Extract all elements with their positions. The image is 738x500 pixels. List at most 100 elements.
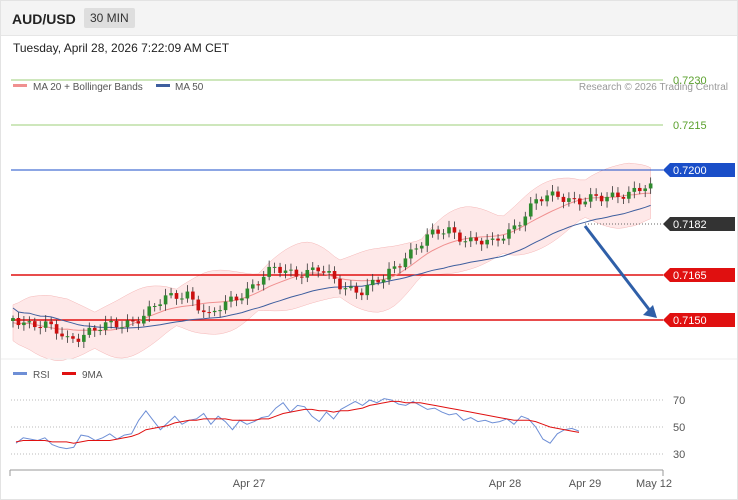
last-price-tag: 0.7182 — [663, 217, 735, 231]
rsi-pane: 70 50 30 — [11, 395, 685, 461]
candle-body — [610, 192, 615, 197]
candle — [22, 316, 26, 331]
candle-body — [125, 320, 130, 328]
candle — [518, 221, 522, 231]
candle-body — [512, 225, 517, 230]
candle-body — [349, 286, 353, 289]
candle — [425, 228, 429, 253]
candle — [11, 315, 15, 328]
candle — [229, 290, 233, 308]
candle-body — [545, 195, 549, 202]
candle-body — [142, 315, 146, 324]
candle — [310, 262, 315, 276]
candle — [365, 278, 370, 300]
candle — [376, 276, 380, 286]
candle-body — [534, 199, 538, 204]
candle-body — [616, 192, 620, 197]
candle-body — [305, 269, 310, 278]
candle-body — [278, 266, 282, 273]
candle-body — [425, 234, 429, 246]
candle-body — [147, 306, 152, 316]
candle-body — [567, 198, 571, 202]
candle-body — [360, 292, 364, 296]
candle — [583, 197, 588, 207]
price-pane: 0.7230 0.7215 0.7200 0.7182 0.7165 0.7150 — [11, 75, 735, 361]
candle-body — [469, 237, 473, 242]
candle — [98, 324, 102, 336]
candle — [54, 319, 59, 340]
x-tick-label: Apr 29 — [569, 478, 601, 490]
x-tick-label: Apr 27 — [233, 478, 265, 490]
rsi-legend: RSI 9MA — [13, 370, 103, 381]
support-price-tag-label: 0.7165 — [673, 270, 707, 282]
candle — [103, 315, 108, 336]
candle — [539, 196, 544, 206]
resistance-price-tag: 0.7200 — [663, 163, 735, 177]
candle — [43, 315, 48, 332]
symbol-label: AUD/USD — [12, 11, 76, 27]
candle-body — [33, 321, 37, 328]
candle — [534, 193, 538, 210]
x-tick-label: May 12 — [636, 478, 672, 490]
candle — [109, 316, 113, 329]
chart-header: AUD/USD 30 MIN — [1, 1, 737, 36]
rsi-tick-label: 30 — [673, 449, 685, 461]
candle — [82, 328, 86, 349]
candle — [289, 263, 293, 277]
candle — [414, 243, 419, 255]
candle-body — [621, 196, 626, 199]
candle-body — [414, 248, 419, 250]
candle — [261, 270, 266, 291]
candle-body — [332, 271, 337, 279]
candle — [556, 186, 560, 200]
candle-body — [245, 288, 250, 299]
candle-body — [539, 199, 544, 202]
candle — [27, 316, 32, 329]
x-axis: Apr 27 Apr 28 Apr 29 May 12 — [9, 469, 672, 490]
candle-body — [403, 258, 408, 268]
candle — [65, 330, 70, 343]
candle-body — [207, 312, 211, 314]
candle — [163, 288, 168, 311]
candle-body — [152, 305, 157, 307]
candle-body — [114, 320, 119, 328]
candle — [561, 193, 566, 209]
candle-body — [599, 195, 604, 202]
candle-body — [632, 187, 637, 192]
candle — [523, 211, 528, 232]
candle — [458, 229, 462, 246]
forecast-arrow-head — [643, 305, 657, 318]
candle-body — [180, 298, 184, 300]
candle — [38, 321, 43, 335]
candle-body — [261, 276, 266, 285]
support-price-tag: 0.7165 — [663, 268, 735, 282]
support-price-tag: 0.7150 — [663, 313, 735, 327]
rsi-ma-legend-label: 9MA — [82, 370, 103, 381]
candle-body — [136, 321, 141, 324]
candle — [572, 191, 577, 204]
candle-body — [131, 320, 135, 322]
timeframe-button[interactable]: 30 MIN — [84, 8, 135, 28]
candle-body — [441, 233, 446, 235]
candle-body — [22, 322, 26, 326]
candle-body — [381, 279, 386, 283]
candle — [479, 237, 484, 251]
candle — [201, 304, 206, 319]
candle — [648, 177, 653, 194]
candle-body — [294, 269, 299, 277]
candle — [87, 322, 92, 338]
candle-body — [16, 318, 21, 326]
candle-body — [92, 327, 97, 331]
candle — [196, 295, 201, 314]
candle-body — [430, 229, 435, 235]
candle-body — [398, 266, 402, 268]
candle — [621, 194, 626, 204]
candle-body — [343, 288, 348, 290]
candle-body — [174, 293, 179, 299]
candle — [370, 273, 375, 292]
candle-body — [409, 249, 413, 259]
candle — [60, 327, 64, 340]
ma50-line — [12, 204, 651, 329]
ma20-legend-swatch — [13, 84, 27, 87]
candle-body — [240, 298, 244, 301]
